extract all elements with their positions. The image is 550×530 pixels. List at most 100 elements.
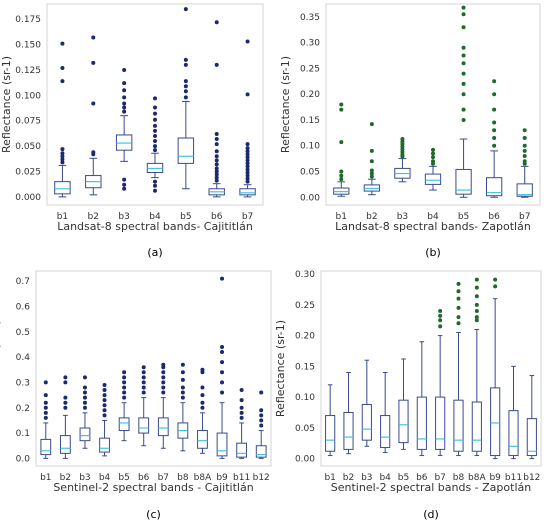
outlier-point (161, 380, 166, 385)
outlier-point (214, 166, 219, 171)
panel-caption: (b) (425, 246, 441, 259)
outlier-point (474, 318, 479, 323)
outlier-point (153, 133, 157, 138)
box-b12 (255, 390, 267, 459)
outlier-point (461, 5, 466, 10)
outlier-point (220, 370, 225, 375)
box-iqr (343, 411, 354, 450)
outlier-point (214, 142, 219, 147)
plot-area (46, 3, 264, 206)
x-tick-label: b6 (488, 212, 500, 222)
outlier-point (141, 380, 146, 385)
x-tick-label: b8 (453, 473, 465, 483)
y-tick-label: 0.10 (295, 393, 315, 403)
outlier-point (183, 57, 188, 62)
outlier-point (122, 105, 127, 110)
outlier-point (245, 179, 250, 184)
box-iqr (99, 437, 110, 453)
outlier-point (369, 168, 374, 173)
outlier-point (492, 128, 497, 133)
outlier-point (141, 385, 146, 390)
outlier-point (245, 92, 250, 97)
outlier-point (438, 313, 443, 318)
outlier-point (153, 128, 157, 133)
outlier-point (153, 144, 157, 149)
outlier-point (369, 148, 374, 153)
outlier-point (245, 170, 250, 175)
outlier-point (456, 321, 461, 326)
y-tick-label: 0.150 (15, 41, 41, 51)
outlier-point (461, 117, 466, 122)
plot-area (320, 270, 542, 467)
outlier-point (461, 25, 466, 30)
outlier-point (102, 393, 107, 398)
box-b4 (99, 382, 110, 457)
x-axis-label: Sentinel-2 spectral bands - Zapotlán (331, 481, 531, 494)
box-b3 (79, 375, 91, 449)
box-b4 (380, 371, 391, 453)
outlier-point (245, 164, 250, 169)
outlier-point (245, 142, 250, 147)
x-tick-label: b3 (79, 473, 90, 483)
box-iqr (54, 181, 71, 195)
x-tick-label: b8A (468, 473, 486, 483)
x-tick-label: b11 (233, 473, 250, 483)
y-tick-label: 0.6 (16, 302, 31, 312)
outlier-point (214, 149, 219, 154)
outlier-point (245, 155, 250, 160)
x-tick-label: b3 (361, 473, 372, 483)
chart-panel-b: 0.00 0.05 0.10 0.15 0.20 0.25 0.30 0.35 b1 b2 b3 b4… (279, 3, 541, 259)
outlier-point (456, 296, 461, 301)
box-b5 (398, 358, 409, 450)
outlier-point (369, 174, 374, 179)
outlier-point (431, 159, 435, 164)
outlier-point (102, 398, 107, 403)
outlier-point (180, 395, 185, 400)
outlier-point (492, 92, 497, 97)
outlier-point (220, 276, 225, 281)
outlier-point (102, 403, 107, 408)
outlier-point (180, 377, 185, 382)
outlier-point (474, 285, 479, 290)
outlier-point (43, 393, 48, 398)
box-b8 (177, 362, 189, 452)
outlier-point (43, 400, 48, 405)
outlier-point (369, 171, 374, 176)
box-b4 (424, 147, 442, 191)
outlier-point (492, 143, 497, 148)
box-b7 (157, 362, 169, 449)
outlier-point (239, 388, 244, 393)
box-b2 (59, 375, 71, 459)
y-tick-label: 0.15 (295, 362, 315, 372)
outlier-point (245, 39, 250, 44)
outlier-point (141, 390, 146, 395)
outlier-point (122, 101, 127, 106)
y-tick-label: 0.35 (300, 13, 320, 23)
outlier-point (102, 382, 107, 387)
outlier-point (102, 388, 107, 393)
outlier-point (60, 147, 65, 152)
box-iqr (216, 432, 228, 457)
outlier-point (214, 172, 219, 177)
outlier-point (122, 375, 127, 380)
outlier-point (239, 415, 244, 420)
x-tick-label: b6 (211, 212, 223, 222)
outlier-point (245, 149, 250, 154)
outlier-point (214, 62, 219, 67)
x-tick-label: b7 (434, 473, 445, 483)
outlier-point (239, 405, 244, 410)
outlier-point (183, 7, 188, 12)
y-tick-label: 0.3 (16, 378, 30, 388)
x-tick-label: b7 (158, 473, 169, 483)
x-tick-label: b2 (60, 473, 71, 483)
x-tick-label: b4 (99, 473, 111, 483)
box-iqr (424, 173, 442, 185)
box-b9 (490, 277, 501, 460)
outlier-point (122, 177, 127, 182)
outlier-point (339, 102, 344, 107)
y-tick-label: 0.30 (295, 270, 315, 280)
chart-panel-d: 0.00 0.05 0.10 0.15 0.20 0.25 0.30 b1 b2 b3 b4 b5 b6… (274, 270, 542, 521)
outlier-point (214, 154, 219, 159)
outlier-point (245, 152, 250, 157)
outlier-point (339, 173, 344, 178)
